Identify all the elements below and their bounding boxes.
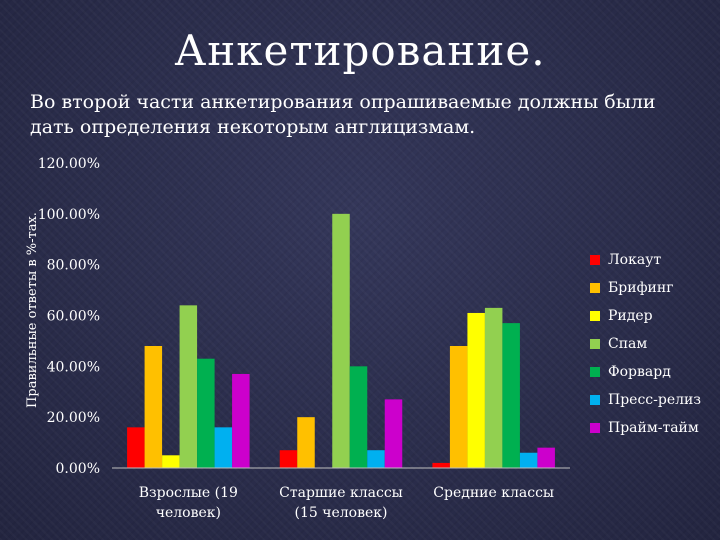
bar [432,462,450,468]
bar [502,323,520,468]
legend-swatch [590,311,600,321]
x-axis-categories: Взрослые (19 человек) Старшие классы (15 че… [139,485,554,521]
bar [332,213,350,468]
y-tick-label: 80.00% [47,258,100,274]
y-tick-label: 120.00% [38,156,100,172]
x-category-label: Взрослые (19 [139,485,238,501]
bar [127,427,145,468]
legend-swatch [590,423,600,433]
legend-label: Спам [608,336,648,352]
legend-label: Ридер [608,308,653,324]
y-axis-label: Правильные ответы в %-тах. [25,212,40,408]
legend-item: Спам [590,330,701,358]
legend-item: Локаут [590,246,701,274]
y-tick-label: 0.00% [56,461,100,477]
page-subtitle: Во второй части анкетирования опрашиваем… [30,91,656,138]
legend-swatch [590,255,600,265]
legend-item: Форвард [590,358,701,386]
bar [367,450,385,468]
legend-item: Ридер [590,302,701,330]
x-category-label: человек) [156,505,221,521]
bar [297,417,315,468]
bar [537,447,555,468]
bar [197,358,215,468]
bar [519,452,538,468]
chart-legend: Локаут Брифинг Ридер Спам Форвард Пресс-релиз… [590,246,701,442]
x-category-label: Старшие классы [279,485,403,501]
bar [467,312,485,468]
y-axis-ticks: 0.00% 20.00% 40.00% 60.00% 80.00% 100.00% 120.… [38,156,100,477]
page-title: Анкетирование. [174,26,546,75]
y-tick-label: 100.00% [38,207,100,223]
legend-swatch [590,283,600,293]
legend-swatch [590,367,600,377]
bar [279,450,298,468]
legend-item: Брифинг [590,274,701,302]
legend-label: Брифинг [608,280,674,296]
x-category-label: (15 человек) [295,505,388,521]
bar [449,346,468,468]
y-tick-label: 60.00% [47,309,100,325]
bar [232,373,250,468]
legend-label: Форвард [608,364,671,380]
bars [127,213,555,468]
legend-item: Прайм-тайм [590,414,701,442]
bar [349,366,368,468]
legend-label: Прайм-тайм [608,420,699,436]
bar [162,455,180,468]
bar [214,427,233,468]
legend-swatch [590,395,600,405]
y-tick-label: 40.00% [47,359,100,375]
legend-swatch [590,339,600,349]
bar [144,346,163,468]
bar [384,399,403,468]
bar [484,307,503,468]
x-category-label: Средние классы [433,485,554,501]
bar [179,305,198,468]
legend-label: Пресс-релиз [608,392,701,408]
legend-item: Пресс-релиз [590,386,701,414]
legend-label: Локаут [608,252,662,268]
y-tick-label: 20.00% [47,410,100,426]
